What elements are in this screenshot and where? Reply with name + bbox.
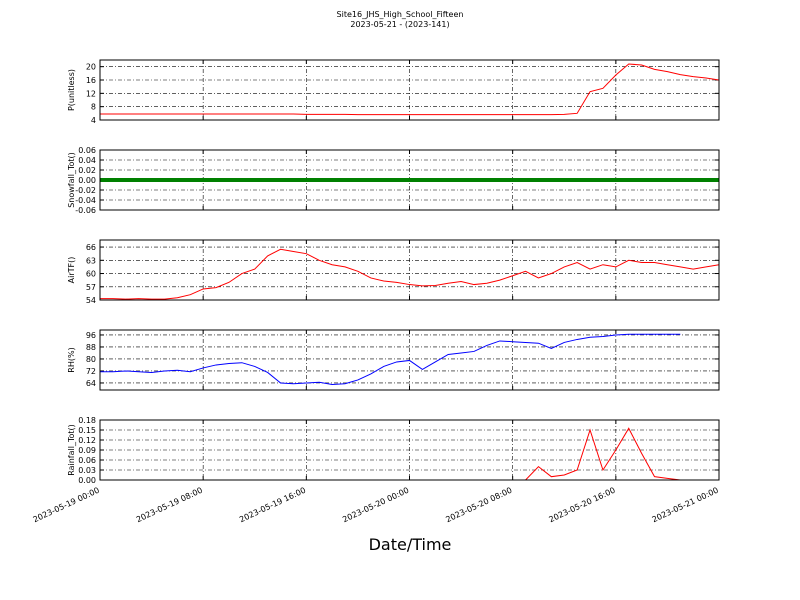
y-tick-label: 57 bbox=[86, 283, 96, 292]
data-line bbox=[100, 333, 681, 385]
y-tick-label: 0.02 bbox=[78, 166, 96, 175]
y-tick-label: 63 bbox=[86, 256, 96, 265]
chart-title: Site16_JHS_High_School_Fifteen bbox=[337, 10, 464, 19]
x-tick-label: 2023-05-19 16:00 bbox=[238, 486, 307, 525]
y-axis-label: RH(%) bbox=[67, 347, 76, 372]
y-tick-label: 96 bbox=[86, 331, 96, 340]
y-tick-label: 54 bbox=[86, 296, 96, 305]
y-tick-label: 0.00 bbox=[78, 176, 96, 185]
y-tick-label: 0.12 bbox=[78, 436, 96, 445]
plot-frame bbox=[99, 59, 720, 121]
data-line bbox=[100, 248, 720, 300]
y-tick-label: 72 bbox=[86, 367, 96, 376]
y-tick-label: -0.04 bbox=[75, 196, 96, 205]
y-tick-label: 0.00 bbox=[78, 476, 96, 485]
x-tick-label: 2023-05-20 16:00 bbox=[548, 486, 617, 525]
y-tick-label: 88 bbox=[86, 343, 96, 352]
y-tick-label: 16 bbox=[86, 76, 96, 85]
plot-frame bbox=[99, 239, 720, 301]
data-line bbox=[100, 63, 720, 116]
y-tick-label: -0.02 bbox=[75, 186, 96, 195]
x-axis-label: Date/Time bbox=[369, 535, 452, 554]
x-tick-label: 2023-05-20 08:00 bbox=[444, 486, 513, 525]
y-tick-label: 64 bbox=[86, 379, 96, 388]
y-axis-label: Snowfall_Tot() bbox=[67, 152, 76, 208]
y-tick-label: 0.06 bbox=[78, 456, 96, 465]
y-tick-label: 4 bbox=[91, 116, 96, 125]
y-tick-label: 0.15 bbox=[78, 426, 96, 435]
y-tick-label: 0.09 bbox=[78, 446, 96, 455]
y-tick-label: -0.06 bbox=[75, 206, 96, 215]
y-axis-label: AirTF() bbox=[67, 257, 76, 284]
y-tick-label: 66 bbox=[86, 243, 96, 252]
data-line bbox=[100, 427, 719, 481]
y-axis-label: Rainfall_Tot() bbox=[67, 424, 76, 476]
plot-frame bbox=[99, 149, 720, 211]
plot-frame bbox=[99, 329, 720, 391]
x-tick-label: 2023-05-20 00:00 bbox=[341, 486, 410, 525]
chart-subtitle: 2023-05-21 - (2023-141) bbox=[350, 20, 449, 29]
y-tick-label: 0.04 bbox=[78, 156, 96, 165]
y-tick-label: 0.06 bbox=[78, 146, 96, 155]
x-tick-label: 2023-05-21 00:00 bbox=[651, 486, 720, 525]
y-tick-label: 12 bbox=[86, 89, 96, 98]
y-tick-label: 60 bbox=[86, 270, 96, 279]
y-tick-label: 20 bbox=[86, 63, 96, 72]
y-tick-label: 0.03 bbox=[78, 466, 96, 475]
y-axis-label: P(unitless) bbox=[67, 69, 76, 111]
y-tick-label: 80 bbox=[86, 355, 96, 364]
x-tick-label: 2023-05-19 00:00 bbox=[32, 486, 101, 525]
y-tick-label: 0.18 bbox=[78, 416, 96, 425]
plot-frame bbox=[99, 419, 720, 481]
y-tick-label: 8 bbox=[91, 103, 96, 112]
x-tick-label: 2023-05-19 08:00 bbox=[135, 486, 204, 525]
